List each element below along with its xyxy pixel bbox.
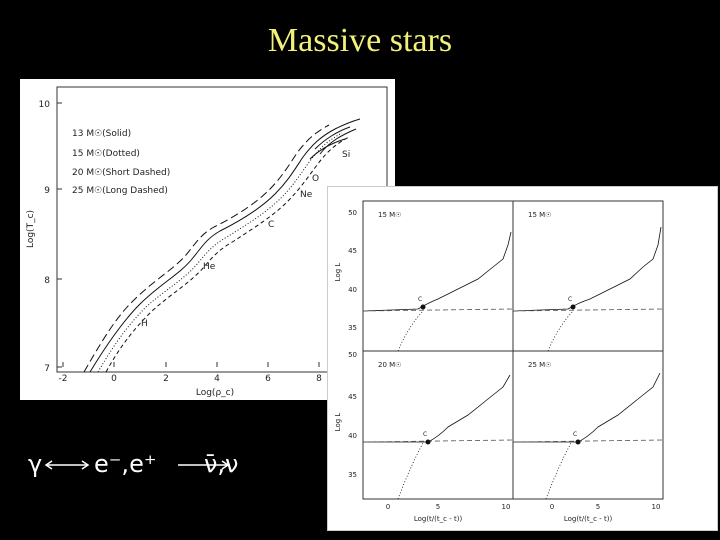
carbon-ignition-dot — [420, 304, 426, 310]
legend-entry: 25 M☉(Long Dashed) — [72, 186, 168, 196]
y-tick: 8 — [44, 276, 50, 286]
y-tick: 10 — [39, 100, 51, 110]
track-20 — [105, 136, 350, 373]
y-tick: 35 — [348, 471, 357, 479]
panel-marker: C — [568, 296, 572, 303]
panel-frame — [362, 200, 514, 352]
curve-luminosity — [362, 231, 512, 312]
curve-neutrino — [512, 439, 664, 443]
carbon-ignition-dot — [570, 304, 576, 310]
x-tick: -2 — [59, 374, 68, 384]
burn-label-o: O — [312, 174, 319, 184]
x-tick: 4 — [214, 374, 220, 384]
y-tick: 9 — [44, 186, 50, 196]
carbon-ignition-dot — [575, 439, 581, 445]
x-tick: 2 — [163, 374, 169, 384]
legend-entry: 15 M☉(Dotted) — [72, 149, 140, 159]
y-tick: 35 — [348, 324, 357, 332]
track-13 — [89, 118, 361, 373]
curve-neutrino — [362, 308, 514, 312]
panel-mass-label: 15 M☉ — [528, 211, 551, 219]
curve-luminosity — [512, 226, 662, 312]
x-tick: 0 — [386, 503, 390, 511]
x-tick: 10 — [652, 503, 661, 511]
gamma-symbol: γ — [28, 450, 43, 478]
legend-entry: 13 M☉(Solid) — [72, 129, 131, 139]
panel-marker: C — [573, 431, 577, 438]
y-tick: 50 — [348, 209, 357, 217]
x-tick: 0 — [111, 374, 117, 384]
arrow-icon — [178, 460, 230, 470]
x-tick: 5 — [436, 503, 440, 511]
burn-label-ne: Ne — [300, 190, 313, 200]
y-tick: 45 — [348, 247, 357, 255]
panel-mass-label: 15 M☉ — [378, 211, 401, 219]
x-tick: 10 — [502, 503, 511, 511]
curve-luminosity — [363, 374, 511, 443]
y-axis-label: Log(T_c) — [26, 210, 36, 248]
y-axis-label: Log L — [334, 263, 342, 282]
track-25 — [83, 124, 330, 373]
slide-title: Massive stars — [267, 22, 453, 59]
panel-frame — [362, 350, 514, 500]
panel-frame — [512, 350, 664, 500]
x-tick: 0 — [550, 503, 554, 511]
y-tick: 50 — [348, 351, 357, 359]
x-tick: 6 — [265, 374, 271, 384]
y-tick: 7 — [44, 364, 50, 374]
y-tick: 45 — [348, 393, 357, 401]
curve-photon — [397, 442, 424, 500]
burn-label-he: He — [203, 262, 216, 272]
burn-label-si: Si — [342, 150, 350, 160]
panel-frame — [512, 200, 664, 352]
burn-label-h: H — [141, 319, 148, 329]
panel-marker: C — [423, 431, 427, 438]
legend-entry: 20 M☉(Short Dashed) — [72, 168, 170, 178]
panel-marker: C — [418, 296, 422, 303]
y-tick: 40 — [348, 286, 357, 294]
pair-symbol: e⁻,e⁺ — [94, 450, 157, 478]
curve-photon — [397, 310, 424, 352]
arrow-icon — [44, 460, 90, 470]
track-wiggles — [309, 126, 357, 160]
curve-neutrino — [512, 308, 664, 312]
y-tick: 40 — [348, 432, 357, 440]
x-axis-label: Log(t/(t_c - t)) — [414, 515, 463, 523]
panel-mass-label: 20 M☉ — [378, 361, 401, 369]
curve-neutrino — [362, 439, 514, 443]
neutrino-symbol: ν̄,ν — [204, 450, 239, 478]
curve-luminosity — [513, 372, 661, 443]
x-axis-label: Log(ρ_c) — [196, 388, 234, 398]
luminosity-panels: 50 45 40 35 50 45 40 35 Log L Log L 0 5 … — [327, 186, 718, 531]
burn-label-c: C — [268, 220, 274, 230]
x-tick: 8 — [316, 374, 322, 384]
track-15 — [97, 132, 343, 373]
panel-mass-label: 25 M☉ — [528, 361, 551, 369]
x-tick: 5 — [596, 503, 600, 511]
curve-photon — [547, 310, 574, 352]
y-axis-label: Log L — [334, 413, 342, 432]
carbon-ignition-dot — [425, 439, 431, 445]
curve-photon — [545, 442, 572, 500]
x-axis-label: Log(t/(t_c - t)) — [564, 515, 613, 523]
